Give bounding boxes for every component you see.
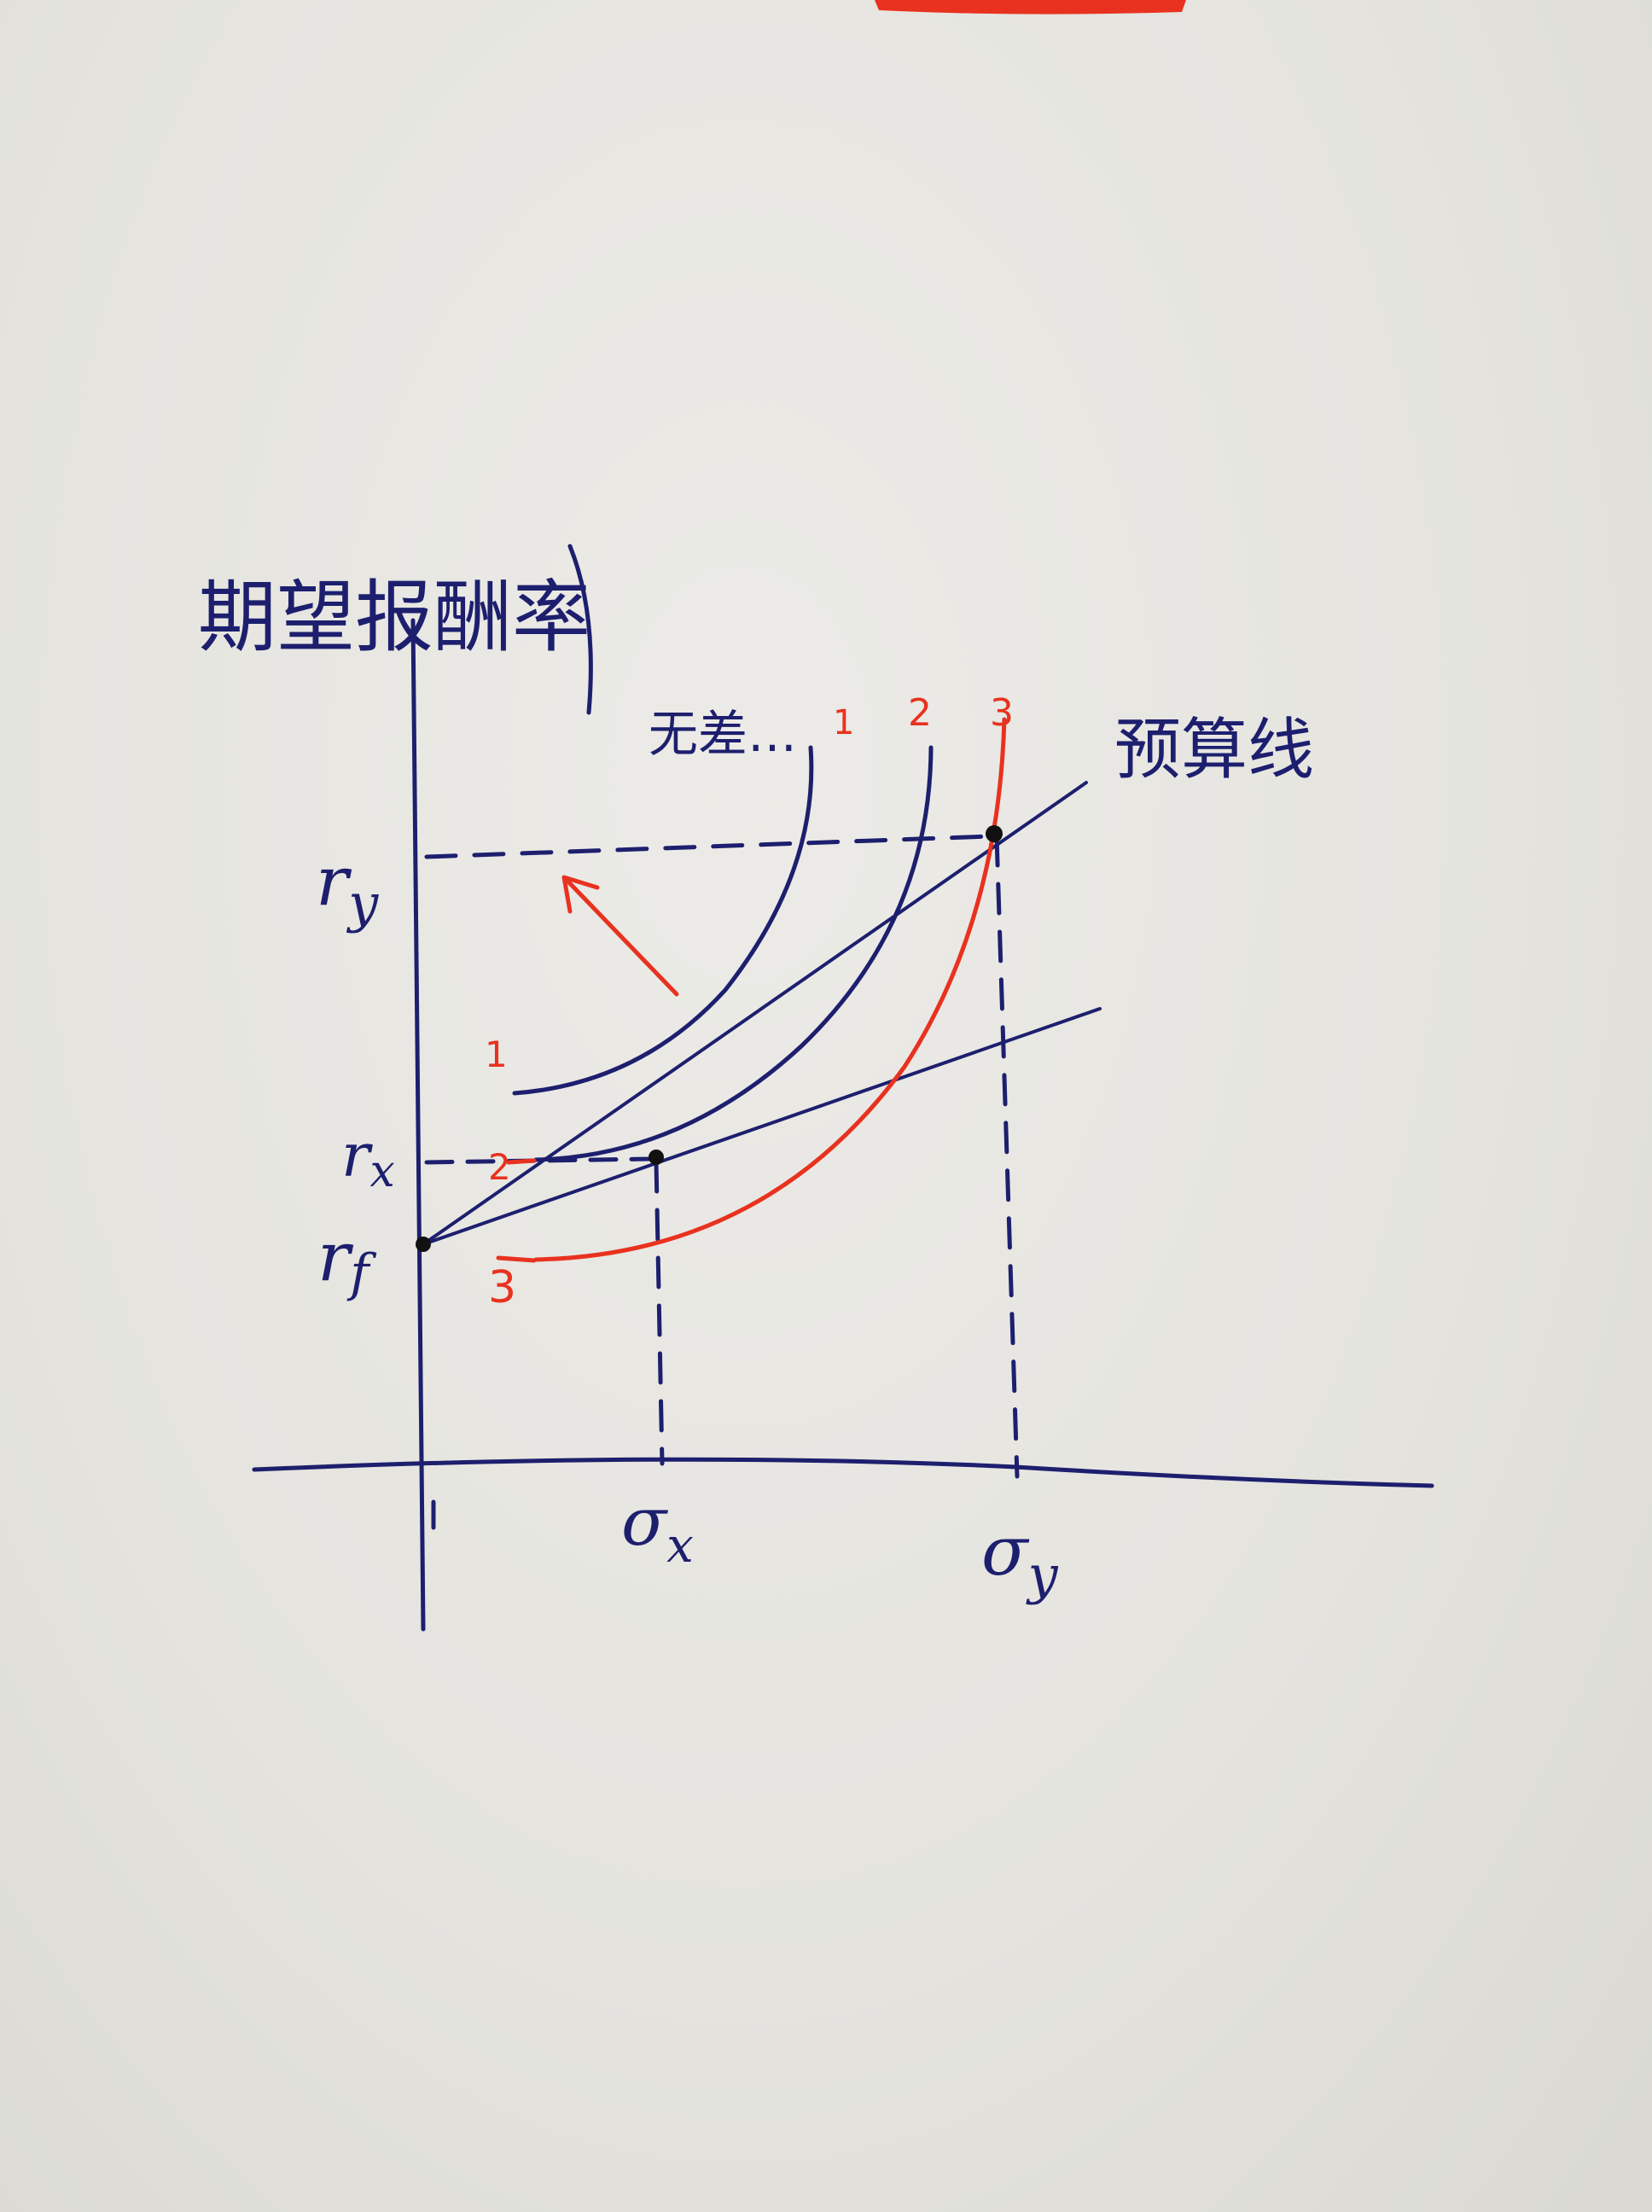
tick-mark xyxy=(496,1255,537,1263)
r-y-dashed-line xyxy=(424,834,992,859)
arrow-icon xyxy=(561,875,679,997)
curve-label-left-2: 2 xyxy=(488,1146,511,1188)
y-axis xyxy=(410,618,426,1632)
indifference-curve-1 xyxy=(512,745,814,1096)
r-x-dashed-line xyxy=(424,1156,655,1165)
sigma-y-dashed-line xyxy=(994,834,1020,1479)
curve-label-left-3: 3 xyxy=(488,1262,516,1313)
red-object-top xyxy=(875,0,1186,15)
curve-label-top-3: 3 xyxy=(990,691,1014,735)
r-f-label: rf xyxy=(317,1217,377,1303)
indifference-curve-3 xyxy=(533,717,1007,1262)
sigma-y-label: σy xyxy=(981,1511,1059,1606)
point-y xyxy=(986,825,1003,842)
indifference-curves-label: 无差… xyxy=(649,705,797,763)
label-bracket xyxy=(567,544,593,715)
indifference-curve-2 xyxy=(533,745,934,1162)
y-axis-label: 期望报酬率 xyxy=(198,572,590,663)
curve-label-top-2: 2 xyxy=(908,691,932,735)
point-x xyxy=(649,1150,664,1165)
budget-line-lower xyxy=(422,1007,1102,1246)
budget-line-label: 预算线 xyxy=(1114,712,1314,789)
curve-label-left-1: 1 xyxy=(485,1033,508,1075)
tick-mark xyxy=(506,1158,537,1165)
sigma-x-dashed-line xyxy=(654,1160,665,1466)
sigma-x-label: σx xyxy=(621,1484,694,1574)
r-x-label: rx xyxy=(341,1121,395,1197)
x-axis xyxy=(252,1457,1434,1488)
budget-line-upper xyxy=(422,781,1088,1246)
r-y-label: ry xyxy=(316,841,379,934)
point-rf xyxy=(416,1237,431,1252)
curve-label-top-1: 1 xyxy=(833,703,854,742)
